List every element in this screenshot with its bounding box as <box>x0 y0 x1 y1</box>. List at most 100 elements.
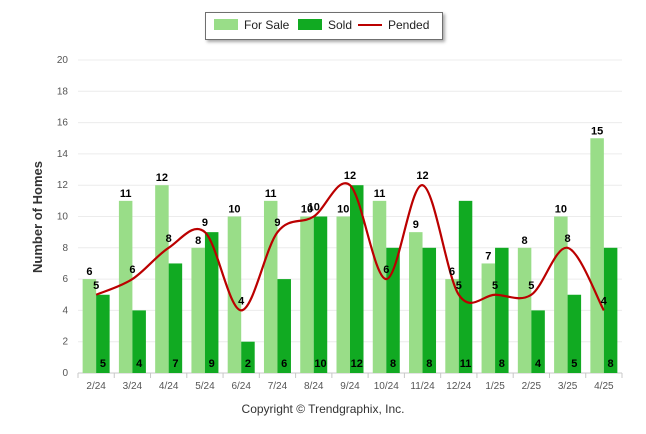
data-label-sold: 9 <box>209 358 215 370</box>
bar-for-sale <box>409 232 423 373</box>
data-label-sold: 6 <box>281 358 287 370</box>
data-label-for-sale: 11 <box>374 188 386 200</box>
data-label-for-sale: 15 <box>591 125 603 137</box>
y-tick-label: 12 <box>57 180 69 191</box>
y-axis-label: Number of Homes <box>30 161 45 273</box>
data-label-pended: 5 <box>528 280 534 292</box>
bar-sold <box>277 279 291 373</box>
bar-sold <box>458 200 473 373</box>
x-tick-label: 10/24 <box>374 381 399 392</box>
data-label-sold: 8 <box>499 358 505 370</box>
data-label-sold: 7 <box>172 358 178 370</box>
legend: For Sale Sold Pended <box>205 12 443 40</box>
data-label-sold: 8 <box>608 358 614 370</box>
bar-sold <box>96 294 110 373</box>
data-label-for-sale: 12 <box>156 172 168 184</box>
bar-for-sale <box>590 138 604 373</box>
x-tick-label: 3/24 <box>123 381 143 392</box>
bar-for-sale <box>336 216 350 373</box>
bar-sold <box>350 185 364 373</box>
copyright-text: Copyright © Trendgraphix, Inc. <box>241 402 405 416</box>
data-label-pended: 6 <box>383 264 389 276</box>
data-label-sold: 5 <box>100 358 106 370</box>
x-axis-ticks: 2/24 3/24 4/24 5/24 6/24 7/24 8/24 9/24 10/24 11/… <box>86 381 614 392</box>
bar-sold <box>495 247 509 373</box>
data-label-pended: 5 <box>93 280 99 292</box>
y-tick-label: 8 <box>62 243 68 254</box>
legend-item-pended[interactable]: Pended <box>358 18 429 32</box>
x-tick-label: 3/25 <box>558 381 578 392</box>
pended-line-swatch <box>358 24 382 26</box>
y-tick-label: 0 <box>62 368 68 379</box>
y-tick-label: 16 <box>57 118 69 129</box>
y-tick-label: 10 <box>57 212 69 223</box>
sold-swatch <box>298 19 322 30</box>
bar-for-sale <box>517 247 532 373</box>
y-tick-label: 20 <box>57 55 69 66</box>
x-tick-label: 9/24 <box>340 381 360 392</box>
bar-for-sale <box>300 216 314 373</box>
data-label-for-sale: 10 <box>555 204 567 216</box>
legend-label-pended: Pended <box>388 18 430 32</box>
y-tick-label: 6 <box>62 274 68 285</box>
data-label-pended: 5 <box>492 280 498 292</box>
bar-sold <box>204 232 219 373</box>
data-label-pended: 5 <box>456 280 462 292</box>
data-label-for-sale: 7 <box>485 250 491 262</box>
bar-for-sale <box>481 263 496 373</box>
data-label-pended: 4 <box>601 295 608 307</box>
data-label-pended: 9 <box>274 217 280 229</box>
y-tick-label: 18 <box>57 86 69 97</box>
data-label-for-sale: 11 <box>120 188 132 200</box>
x-tick-label: 5/24 <box>195 381 215 392</box>
data-label-for-sale: 8 <box>522 235 528 247</box>
data-label-pended: 8 <box>166 233 172 245</box>
legend-item-for-sale[interactable]: For Sale <box>214 18 289 32</box>
bar-for-sale <box>227 216 242 373</box>
x-tick-label: 12/24 <box>446 381 471 392</box>
bar-sold <box>132 310 146 373</box>
bar-for-sale <box>263 200 278 373</box>
data-label-for-sale: 10 <box>228 204 240 216</box>
x-tick-label: 4/24 <box>159 381 179 392</box>
pended-line <box>95 182 605 312</box>
data-label-pended: 8 <box>565 233 571 245</box>
y-axis-ticks: 0 2 4 6 8 10 12 14 16 18 20 <box>57 55 69 379</box>
data-label-for-sale: 6 <box>449 266 455 278</box>
bar-for-sale <box>118 200 133 373</box>
data-label-pended: 6 <box>129 264 135 276</box>
data-label-sold: 5 <box>571 358 577 370</box>
for-sale-swatch <box>214 19 238 30</box>
data-label-pended: 12 <box>344 170 356 182</box>
legend-item-sold[interactable]: Sold <box>298 18 352 32</box>
bar-sold <box>313 216 328 373</box>
data-label-sold: 4 <box>535 358 542 370</box>
bar-for-sale <box>82 279 97 373</box>
data-label-for-sale: 11 <box>265 188 277 200</box>
x-tick-label: 4/25 <box>594 381 614 392</box>
data-label-pended: 4 <box>238 295 245 307</box>
data-label-for-sale: 6 <box>86 266 92 278</box>
data-label-pended: 9 <box>202 217 208 229</box>
data-label-for-sale: 9 <box>413 219 419 231</box>
bar-sold <box>241 341 255 373</box>
x-tick-label: 8/24 <box>304 381 324 392</box>
data-label-for-sale: 8 <box>195 235 201 247</box>
data-label-for-sale: 10 <box>337 204 349 216</box>
bar-sold <box>531 310 545 373</box>
y-tick-label: 2 <box>62 337 68 348</box>
y-tick-label: 4 <box>62 305 68 316</box>
bar-for-sale <box>191 247 205 373</box>
data-label-sold: 8 <box>426 358 432 370</box>
x-tick-label: 7/24 <box>268 381 288 392</box>
x-tick-label: 2/24 <box>86 381 106 392</box>
pended-line-path <box>95 182 605 312</box>
data-label-pended: 12 <box>416 170 428 182</box>
y-tick-label: 14 <box>57 149 69 160</box>
bar-sold <box>168 263 183 373</box>
data-label-sold: 11 <box>460 358 472 370</box>
x-tick-label: 6/24 <box>231 381 251 392</box>
bar-sold <box>603 247 618 373</box>
bar-for-sale <box>155 185 169 373</box>
